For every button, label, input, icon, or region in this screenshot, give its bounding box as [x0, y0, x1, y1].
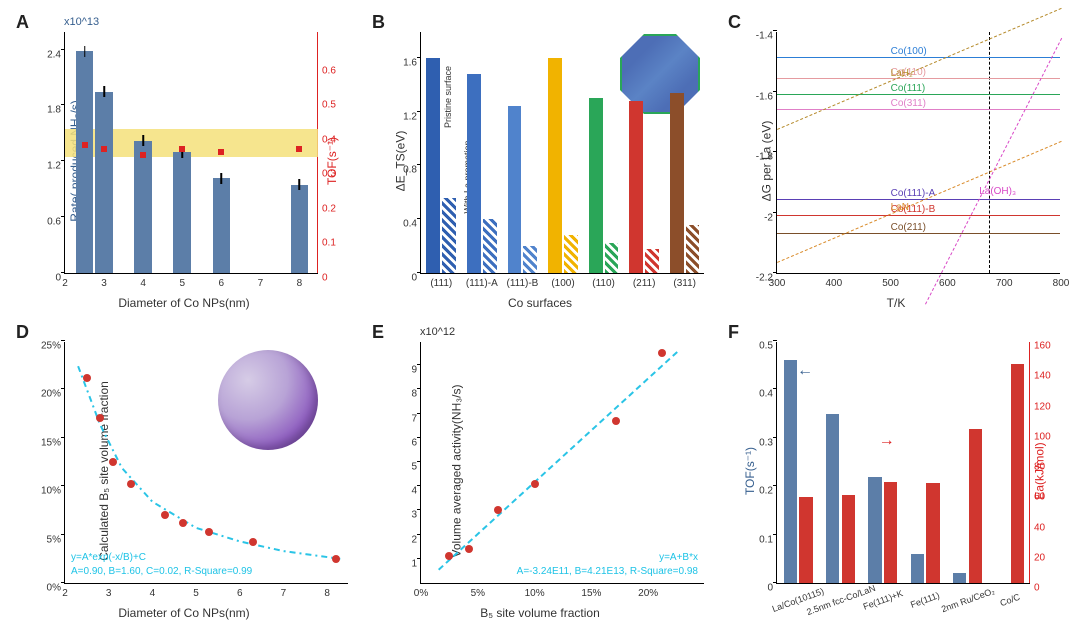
panel-label-b: B — [372, 12, 385, 33]
chart-a: 00.61.21.82.400.10.20.30.40.50.62345678 — [64, 32, 318, 274]
panel-a: A x10^13 Rate( produced NH₃/s) TOF(s⁻¹) … — [10, 10, 358, 312]
panel-e: E x10^12 Volume averaged activity(NH₃/s)… — [366, 320, 714, 622]
panel-label-f: F — [728, 322, 739, 343]
chart-c: -2.2-2-1.8-1.6-1.4300400500600700800Co(1… — [776, 32, 1060, 274]
chart-d: 0%5%10%15%20%25%2345678y=A*exp(-x/B)+CA=… — [64, 342, 348, 584]
panel-d: D Calculated B₅ site volume fraction Dia… — [10, 320, 358, 622]
panel-b-xlabel: Co surfaces — [508, 296, 572, 310]
chart-f: 00.10.20.30.40.5020406080100120140160La/… — [776, 342, 1030, 584]
figure-grid: A x10^13 Rate( produced NH₃/s) TOF(s⁻¹) … — [10, 10, 1070, 622]
panel-b: B ΔE_TS(eV) Co surfaces Pristine surface… — [366, 10, 714, 312]
panel-label-d: D — [16, 322, 29, 343]
panel-label-c: C — [728, 12, 741, 33]
panel-b-ylabel: ΔE_TS(eV) — [393, 131, 407, 192]
panel-a-xlabel: Diameter of Co NPs(nm) — [118, 296, 249, 310]
panel-label-a: A — [16, 12, 29, 33]
panel-b-side-top: Pristine surface — [443, 66, 453, 128]
chart-b: Pristine surface With La promotion 00.40… — [420, 32, 704, 274]
chart-e: 1234567890%5%10%15%20%y=A+B*xA=-3.24E11,… — [420, 342, 704, 584]
panel-a-exponent: x10^13 — [64, 16, 99, 28]
panel-c: C ΔG per La (eV) T/K -2.2-2-1.8-1.6-1.43… — [722, 10, 1070, 312]
panel-e-xlabel: B₅ site volume fraction — [480, 606, 600, 620]
panel-e-exponent: x10^12 — [420, 326, 455, 338]
panel-label-e: E — [372, 322, 384, 343]
panel-f: F TOF(s⁻¹) Ea(kJ/mol) 00.10.20.30.40.502… — [722, 320, 1070, 622]
panel-d-xlabel: Diameter of Co NPs(nm) — [118, 606, 249, 620]
panel-c-xlabel: T/K — [887, 296, 906, 310]
